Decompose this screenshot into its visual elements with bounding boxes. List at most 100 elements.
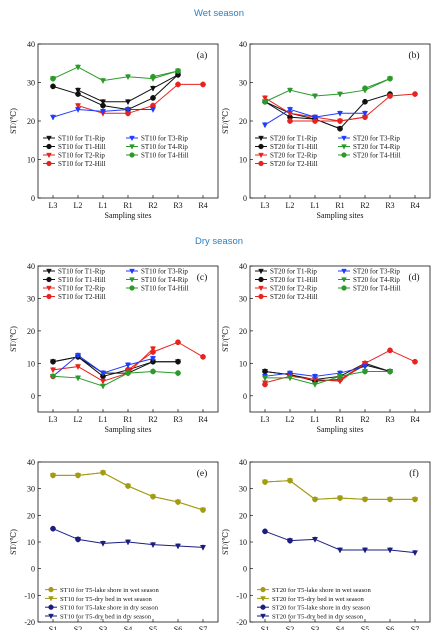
- legend-label: ST10 for T5-lake shore in dry season: [60, 605, 159, 612]
- data-point: [311, 537, 319, 543]
- data-point: [286, 107, 294, 113]
- x-tick-label: R3: [173, 201, 182, 210]
- data-point: [175, 81, 181, 88]
- legend-marker: [129, 268, 135, 275]
- series-black-circle: [262, 91, 393, 132]
- panel-label: (e): [197, 468, 208, 479]
- x-tick-label: R3: [385, 201, 394, 210]
- legend: [255, 135, 350, 167]
- series-green-circle: [125, 368, 181, 376]
- data-point: [150, 368, 156, 375]
- x-tick-label: L3: [261, 201, 270, 210]
- legend-marker: [46, 285, 52, 292]
- data-point: [74, 364, 82, 370]
- legend-marker: [46, 160, 52, 167]
- data-point: [286, 478, 294, 485]
- x-tick-label: R2: [360, 201, 369, 210]
- legend-marker: [260, 586, 266, 593]
- legend-marker: [48, 613, 54, 620]
- series-green-tri-down: [261, 75, 394, 106]
- data-point: [150, 73, 156, 80]
- legend-marker: [258, 268, 264, 275]
- data-point: [175, 358, 181, 365]
- chart-panel-f: [249, 461, 431, 623]
- data-point: [337, 118, 343, 124]
- series-blue-tri-down: [49, 106, 157, 121]
- legend-marker: [258, 152, 264, 159]
- legend-marker: [341, 144, 347, 150]
- legend-marker: [258, 276, 264, 283]
- panel-label: (c): [197, 272, 208, 283]
- x-tick-label: S4: [124, 625, 132, 630]
- data-point: [411, 497, 419, 503]
- y-tick-label: 30: [239, 79, 247, 88]
- x-tick-label: S7: [411, 625, 419, 630]
- data-point: [124, 74, 132, 81]
- series-line: [53, 472, 204, 511]
- legend-marker: [341, 152, 347, 158]
- x-tick-label: S3: [99, 625, 107, 630]
- x-axis-label: Sampling sites: [317, 211, 364, 220]
- y-tick-label: 0: [243, 194, 247, 203]
- legend-marker: [129, 144, 135, 150]
- data-point: [336, 110, 344, 117]
- x-tick-label: R1: [335, 201, 344, 210]
- series-green-circle: [262, 75, 393, 105]
- legend: [43, 268, 138, 300]
- legend-label: ST20 for T4-Hill: [353, 152, 401, 160]
- x-tick-label: L3: [261, 415, 270, 424]
- data-point: [125, 370, 131, 376]
- x-tick-label: R1: [123, 415, 132, 424]
- x-tick-label: R4: [198, 415, 207, 424]
- series-olive-circle: [50, 469, 206, 513]
- y-tick-label: 0: [243, 392, 247, 401]
- data-point: [311, 382, 319, 388]
- data-point: [286, 370, 294, 377]
- legend-label: ST20 for T5-lake shore in wet season: [272, 587, 371, 594]
- data-point: [124, 483, 132, 490]
- x-tick-label: L1: [99, 201, 108, 210]
- x-tick-label: S3: [311, 625, 319, 630]
- data-point: [286, 87, 294, 94]
- y-axis-label: ST/(℃): [9, 529, 18, 555]
- data-point: [149, 85, 157, 92]
- legend-label: ST20 for T5-dry bed in wet season: [272, 596, 365, 603]
- series-black-circle: [50, 353, 181, 380]
- legend-label: ST10 for T2-Rip: [58, 152, 105, 160]
- series-line: [364, 78, 391, 89]
- series-line: [339, 349, 416, 380]
- legend-marker: [48, 596, 54, 602]
- data-point: [262, 368, 268, 375]
- x-tick-label: S4: [336, 625, 344, 630]
- series-blue-tri-down: [261, 363, 369, 380]
- y-tick-label: 20: [239, 511, 247, 520]
- y-tick-label: -20: [236, 618, 247, 627]
- legend-label: ST20 for T1-Hill: [270, 143, 318, 151]
- legend-marker: [341, 268, 347, 275]
- x-tick-label: L1: [99, 415, 108, 424]
- legend-marker: [341, 135, 347, 142]
- data-point: [361, 364, 369, 370]
- legend-marker: [258, 143, 264, 150]
- series-line: [52, 74, 179, 110]
- x-tick-label: R2: [148, 201, 157, 210]
- data-point: [49, 114, 57, 121]
- legend-label: ST10 for T3-Rip: [141, 135, 188, 143]
- series-line: [52, 372, 129, 387]
- data-point: [411, 550, 419, 557]
- legend-marker: [260, 613, 266, 620]
- data-point: [150, 349, 156, 355]
- data-point: [99, 99, 107, 106]
- x-tick-label: R4: [198, 201, 207, 210]
- panel-label: (a): [197, 50, 208, 61]
- x-tick-label: S1: [261, 625, 269, 630]
- data-point: [74, 107, 82, 113]
- x-tick-label: L2: [74, 201, 83, 210]
- legend: [43, 135, 138, 167]
- x-tick-label: L3: [49, 201, 58, 210]
- y-tick-label: 30: [27, 294, 35, 303]
- data-point: [311, 93, 319, 100]
- data-point: [49, 367, 57, 374]
- legend-marker: [46, 152, 52, 159]
- series-black-circle: [50, 71, 181, 113]
